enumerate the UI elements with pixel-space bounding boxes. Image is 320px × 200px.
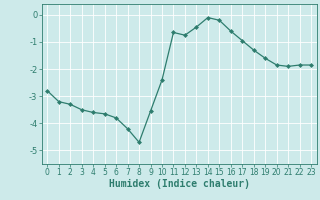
X-axis label: Humidex (Indice chaleur): Humidex (Indice chaleur) bbox=[109, 179, 250, 189]
